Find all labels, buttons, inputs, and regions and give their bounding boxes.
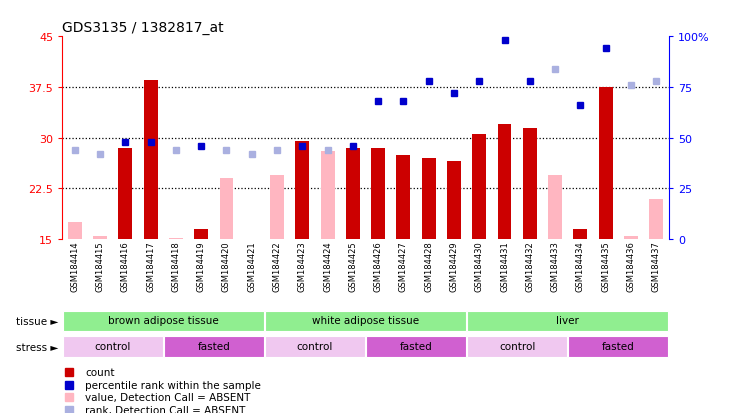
Bar <box>396 155 410 240</box>
Text: fasted: fasted <box>400 341 433 351</box>
Text: GDS3135 / 1382817_at: GDS3135 / 1382817_at <box>62 21 224 35</box>
Bar <box>467 311 668 331</box>
Text: tissue ►: tissue ► <box>16 316 58 326</box>
Bar <box>118 148 132 240</box>
Bar <box>63 337 163 357</box>
Bar <box>295 142 309 240</box>
Bar <box>467 337 567 357</box>
Text: value, Detection Call = ABSENT: value, Detection Call = ABSENT <box>86 392 251 402</box>
Bar <box>321 152 335 240</box>
Bar <box>366 337 466 357</box>
Bar <box>568 337 668 357</box>
Bar <box>265 337 365 357</box>
Bar <box>164 337 264 357</box>
Bar <box>498 125 512 240</box>
Text: fasted: fasted <box>602 341 635 351</box>
Bar <box>270 176 284 240</box>
Bar <box>63 311 264 331</box>
Bar <box>548 176 562 240</box>
Bar <box>599 88 613 240</box>
Bar <box>169 238 183 240</box>
Bar <box>523 128 537 240</box>
Bar <box>472 135 486 240</box>
Bar <box>346 148 360 240</box>
Text: rank, Detection Call = ABSENT: rank, Detection Call = ABSENT <box>86 405 246 413</box>
Text: control: control <box>94 341 131 351</box>
Bar <box>447 162 461 240</box>
Bar <box>68 223 82 240</box>
Text: fasted: fasted <box>197 341 230 351</box>
Text: control: control <box>297 341 333 351</box>
Bar <box>624 236 638 240</box>
Bar <box>144 81 158 240</box>
Text: percentile rank within the sample: percentile rank within the sample <box>86 380 261 390</box>
Bar <box>649 199 663 240</box>
Bar <box>194 230 208 240</box>
Bar <box>371 148 385 240</box>
Text: white adipose tissue: white adipose tissue <box>312 316 419 325</box>
Bar <box>93 236 107 240</box>
Text: count: count <box>86 368 115 377</box>
Bar <box>219 179 233 240</box>
Bar <box>573 230 587 240</box>
Text: control: control <box>499 341 535 351</box>
Bar <box>265 311 466 331</box>
Text: brown adipose tissue: brown adipose tissue <box>108 316 219 325</box>
Text: stress ►: stress ► <box>16 342 58 352</box>
Bar <box>422 159 436 240</box>
Text: liver: liver <box>556 316 579 325</box>
